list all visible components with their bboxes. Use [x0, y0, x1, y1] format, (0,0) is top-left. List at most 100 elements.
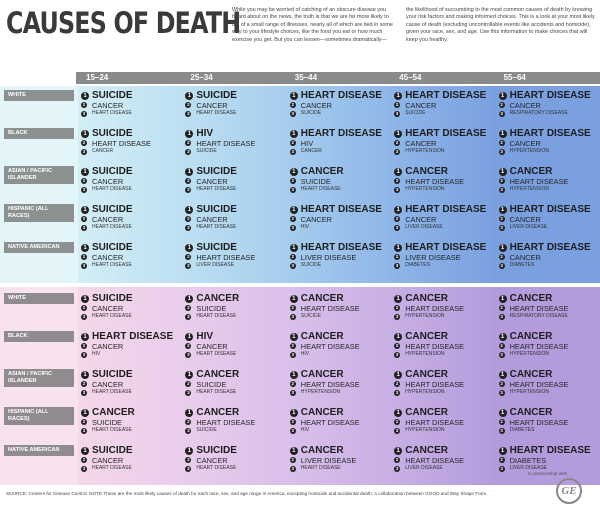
- rank-badge: 2: [185, 102, 192, 108]
- rank-badge: 2: [185, 343, 192, 349]
- rank-badge: 1: [394, 167, 403, 176]
- rank-badge: 2: [81, 305, 87, 311]
- cause-of-death: HEART DISEASE: [196, 465, 237, 471]
- cause-of-death: SUICIDE: [92, 90, 133, 101]
- cause-of-death: SUICIDE: [196, 304, 227, 313]
- cause-of-death: SUICIDE: [92, 204, 133, 215]
- rank-badge: 1: [394, 243, 403, 252]
- cause-of-death: SUICIDE: [196, 166, 237, 177]
- rank-badge: 1: [498, 408, 507, 417]
- rank-badge: 3: [81, 466, 87, 472]
- cause-of-death: HEART DISEASE: [92, 331, 174, 342]
- title: CAUSES OF DEATH: [6, 6, 241, 40]
- cause-of-death: HEART DISEASE: [92, 262, 132, 268]
- cause-of-death: SUICIDE: [300, 313, 322, 319]
- cause-of-death: HIV: [300, 427, 310, 433]
- rank-badge: 1: [185, 370, 194, 379]
- rank-badge: 3: [498, 390, 505, 396]
- rank-badge: 1: [289, 167, 298, 176]
- rank-badge: 3: [185, 187, 192, 193]
- rank-badge: 2: [185, 216, 192, 222]
- rank-badge: 2: [289, 216, 296, 222]
- cause-of-death: HYPERTENSION: [405, 148, 445, 154]
- rank-badge: 2: [498, 457, 505, 463]
- rank-badge: 2: [498, 419, 505, 425]
- rank-badge: 3: [394, 314, 401, 320]
- cause-of-death: CANCER: [196, 215, 228, 224]
- cause-of-death: HEART DISEASE: [300, 186, 341, 192]
- rank-badge: 2: [81, 254, 87, 260]
- rank-badge: 1: [498, 167, 507, 176]
- cause-of-death: SUICIDE: [92, 166, 133, 177]
- cause-of-death: SUICIDE: [196, 204, 237, 215]
- rank-badge: 3: [394, 111, 401, 117]
- cause-of-death: CANCER: [196, 407, 240, 418]
- cause-of-death: SUICIDE: [92, 369, 133, 380]
- cause-of-death: HEART DISEASE: [92, 465, 132, 471]
- rank-badge: 1: [498, 294, 507, 303]
- rank-badge: 2: [289, 419, 296, 425]
- rank-badge: 1: [185, 91, 194, 100]
- cause-of-death: HIV: [300, 139, 314, 148]
- cause-of-death: HEART DISEASE: [509, 342, 569, 351]
- cause-of-death: HEART DISEASE: [405, 177, 465, 186]
- cause-of-death: CANCER: [196, 456, 228, 465]
- cause-of-death: HYPERTENSION: [509, 351, 549, 357]
- cause-of-death: HYPERTENSION: [509, 186, 549, 192]
- age-group-label: 35–44: [294, 73, 318, 82]
- cause-of-death: CANCER: [405, 331, 448, 342]
- cause-of-death: SUICIDE: [196, 380, 227, 389]
- row-label: ASIAN / PACIFIC ISLANDER: [4, 369, 74, 387]
- cause-of-death: CANCER: [509, 253, 541, 262]
- rank-badge: 3: [289, 111, 296, 117]
- rank-badge: 3: [394, 352, 401, 358]
- cause-of-death: CANCER: [92, 407, 135, 418]
- rank-badge: 2: [81, 381, 87, 387]
- rank-badge: 1: [394, 408, 403, 417]
- cause-of-death: LIVER DISEASE: [196, 262, 234, 268]
- cause-of-death: HYPERTENSION: [509, 389, 549, 395]
- cause-of-death: HEART DISEASE: [196, 418, 256, 427]
- rank-badge: 2: [394, 216, 401, 222]
- rank-badge: 3: [81, 314, 87, 320]
- cause-of-death: CANCER: [509, 215, 541, 224]
- rank-badge: 1: [498, 205, 507, 214]
- cause-of-death: HIV: [196, 128, 214, 139]
- rank-badge: 1: [498, 129, 507, 138]
- cause-of-death: HIV: [300, 351, 310, 357]
- rank-badge: 1: [394, 294, 403, 303]
- cause-of-death: HEART DISEASE: [92, 110, 132, 116]
- intro-text: the likelihood of succumbing to the most…: [406, 7, 595, 43]
- rank-badge: 3: [81, 428, 87, 434]
- cause-of-death: SUICIDE: [196, 445, 237, 456]
- rank-badge: 2: [394, 343, 401, 349]
- rank-badge: 1: [289, 332, 298, 341]
- rank-badge: 3: [394, 390, 401, 396]
- rank-badge: 3: [81, 225, 87, 231]
- cause-of-death: CANCER: [300, 407, 344, 418]
- rank-badge: 2: [498, 216, 505, 222]
- row-label: WHITE: [4, 90, 74, 101]
- rank-badge: 2: [394, 140, 401, 146]
- column-background: [78, 287, 184, 485]
- rank-badge: 3: [498, 187, 505, 193]
- rank-badge: 3: [498, 225, 505, 231]
- rank-badge: 3: [185, 352, 192, 358]
- cause-of-death: HIV: [92, 351, 101, 357]
- cause-of-death: HEART DISEASE: [509, 177, 569, 186]
- rank-badge: 3: [185, 149, 192, 155]
- cause-of-death: CANCER: [92, 342, 124, 351]
- cause-of-death: HEART DISEASE: [92, 389, 132, 395]
- cause-of-death: CANCER: [405, 139, 437, 148]
- rank-badge: 2: [498, 178, 505, 184]
- rank-badge: 1: [81, 332, 89, 341]
- rank-badge: 1: [289, 294, 298, 303]
- cause-of-death: CANCER: [196, 293, 240, 304]
- cause-of-death: LIVER DISEASE: [509, 465, 548, 471]
- cause-of-death: HEART DISEASE: [196, 224, 237, 230]
- rank-badge: 1: [394, 129, 403, 138]
- rank-badge: 3: [498, 263, 505, 269]
- rank-badge: 3: [81, 187, 87, 193]
- rank-badge: 2: [81, 343, 87, 349]
- cause-of-death: CANCER: [92, 215, 124, 224]
